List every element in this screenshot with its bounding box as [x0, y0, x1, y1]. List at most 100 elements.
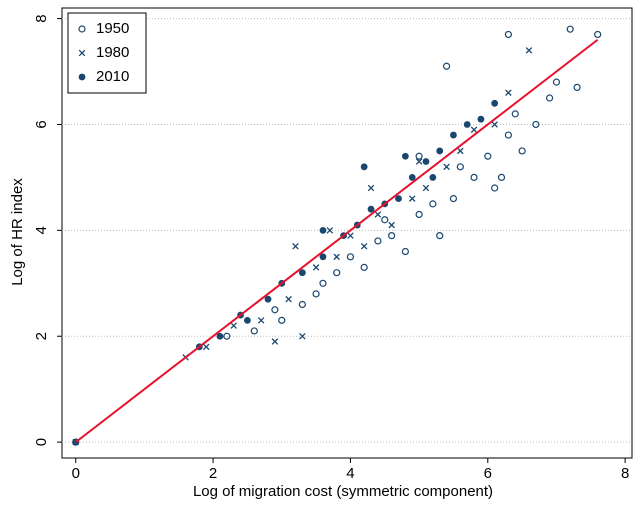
y-tick-label: 6: [33, 120, 50, 128]
point: [257, 317, 265, 324]
y-tick-label: 8: [33, 14, 50, 22]
point: [408, 174, 416, 181]
legend-marker: [78, 49, 86, 57]
point: [244, 316, 251, 324]
point: [367, 184, 375, 192]
series: [72, 47, 533, 446]
point: [429, 174, 437, 181]
point: [271, 338, 279, 345]
point: [456, 163, 464, 171]
legend-marker: [78, 25, 86, 33]
point: [374, 237, 382, 245]
point: [477, 115, 485, 123]
legend-label: 1950: [96, 20, 129, 37]
point: [594, 30, 602, 39]
x-tick-label: 2: [209, 465, 217, 482]
point: [525, 47, 533, 54]
plot-frame: [61, 7, 633, 459]
point: [422, 158, 430, 165]
point: [319, 226, 327, 234]
point: [552, 78, 561, 86]
point: [415, 152, 423, 160]
point: [333, 253, 340, 261]
x-tick-label: 8: [621, 465, 629, 482]
point: [346, 253, 355, 261]
series: [72, 25, 602, 446]
point: [484, 152, 492, 160]
point: [518, 147, 526, 155]
legend: 1950 1980 2010: [67, 12, 147, 94]
x-tick-label: 0: [72, 465, 80, 482]
legend-label: 1980: [96, 44, 129, 61]
point: [457, 147, 464, 155]
point: [360, 263, 368, 272]
point: [422, 184, 430, 192]
point: [505, 89, 512, 96]
point: [312, 290, 320, 298]
point: [250, 327, 258, 335]
point: [491, 184, 499, 192]
point: [470, 173, 478, 182]
y-tick-label: 4: [33, 226, 50, 234]
point: [223, 332, 231, 340]
point: [367, 205, 375, 213]
point: [298, 269, 306, 277]
y-tick-label: 2: [33, 332, 50, 340]
point: [388, 221, 395, 229]
point: [312, 264, 320, 271]
point: [299, 332, 306, 340]
x-tick-label: 4: [346, 465, 354, 482]
point: [415, 158, 423, 165]
point: [463, 121, 471, 128]
x-axis-title: Log of migration cost (symmetric compone…: [193, 483, 493, 500]
point: [573, 83, 581, 92]
point: [271, 306, 279, 314]
point: [436, 232, 444, 240]
point: [360, 242, 368, 250]
y-tick-label: 0: [33, 438, 50, 446]
point: [504, 131, 512, 139]
point: [401, 152, 409, 160]
point: [450, 131, 457, 139]
point: [491, 99, 499, 107]
point: [360, 163, 368, 171]
point: [202, 343, 210, 351]
legend-marker: [78, 73, 86, 81]
point: [292, 242, 299, 250]
point: [443, 163, 450, 171]
point: [326, 227, 334, 234]
point: [333, 269, 341, 277]
point: [319, 253, 327, 261]
point: [415, 210, 423, 219]
point: [442, 62, 451, 70]
point: [511, 110, 519, 118]
point: [566, 25, 574, 33]
point: [347, 232, 354, 239]
point: [216, 332, 224, 340]
point: [401, 247, 409, 256]
point: [532, 120, 540, 129]
point: [374, 211, 382, 218]
point: [429, 200, 437, 208]
fit-line: [75, 38, 599, 443]
point: [491, 121, 498, 128]
point: [504, 30, 512, 39]
point: [408, 195, 416, 202]
point: [298, 300, 306, 309]
point: [230, 322, 237, 329]
point: [388, 232, 396, 240]
point: [278, 316, 286, 324]
point: [545, 94, 554, 102]
point: [395, 195, 402, 202]
point: [497, 173, 506, 182]
point: [264, 295, 272, 303]
point: [319, 279, 327, 287]
point: [436, 147, 444, 155]
x-tick-label: 6: [484, 465, 492, 482]
point: [381, 216, 389, 224]
point: [449, 194, 458, 203]
point: [470, 126, 478, 134]
point: [285, 295, 292, 303]
y-axis-title: Log of HR index: [9, 178, 26, 286]
